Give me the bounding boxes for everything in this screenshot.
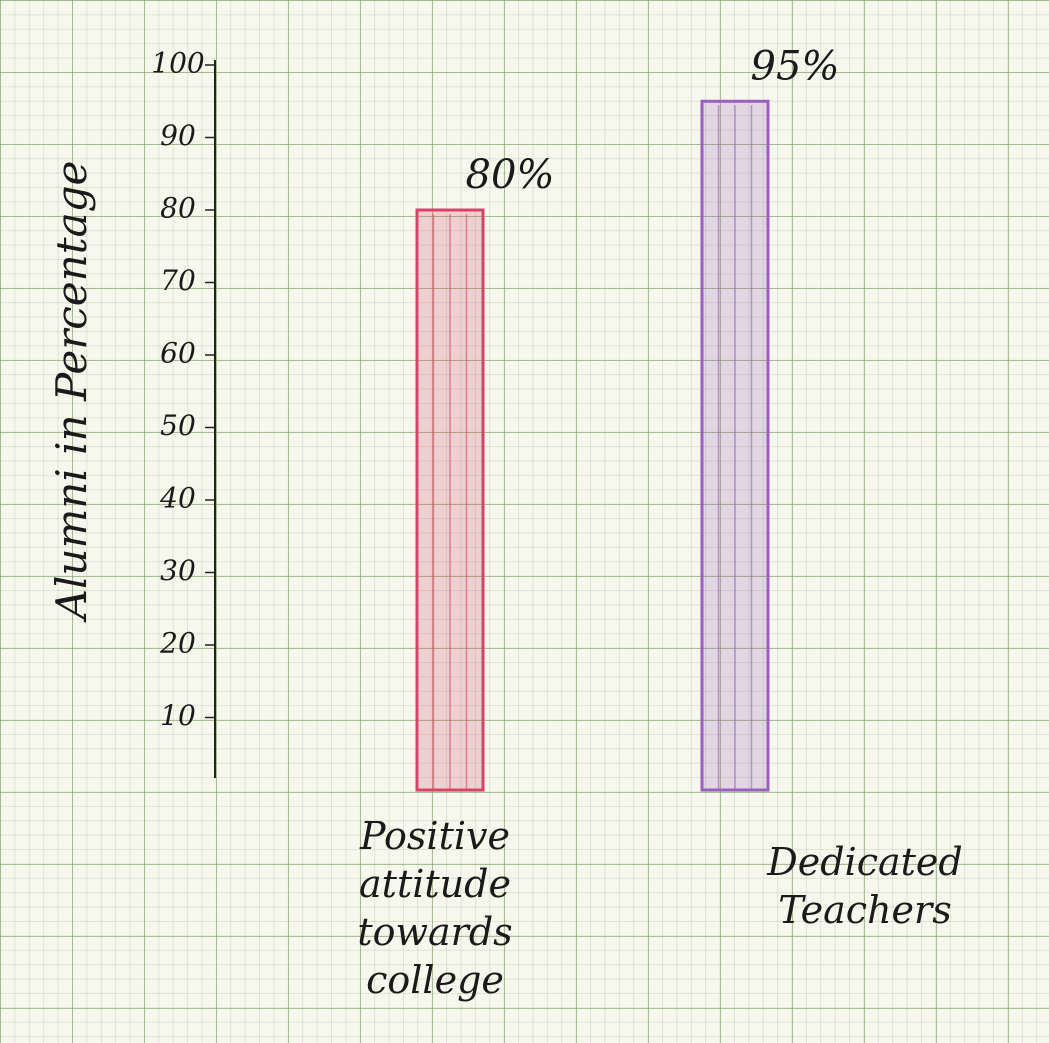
y-tick-label: 80 bbox=[160, 192, 196, 225]
y-tick-label: 90 bbox=[160, 119, 196, 152]
y-tick-label: 100 bbox=[151, 47, 204, 80]
value-label: 80% bbox=[466, 152, 555, 198]
y-tick-label: 50 bbox=[160, 409, 196, 442]
y-tick-label: 60 bbox=[160, 337, 196, 370]
y-axis-label: Alumni in Percentage bbox=[47, 161, 96, 624]
x-tick-label: Dedicated Teachers bbox=[767, 840, 963, 932]
y-tick-label: 10 bbox=[160, 699, 196, 732]
y-tick-label: 70 bbox=[160, 264, 196, 297]
y-tick-label: 30 bbox=[160, 554, 196, 587]
y-tick-label: 20 bbox=[159, 627, 196, 660]
value-label: 95% bbox=[751, 43, 840, 89]
x-tick-label: Positive attitude towards college bbox=[357, 814, 513, 1002]
y-tick-label: 40 bbox=[159, 482, 196, 515]
